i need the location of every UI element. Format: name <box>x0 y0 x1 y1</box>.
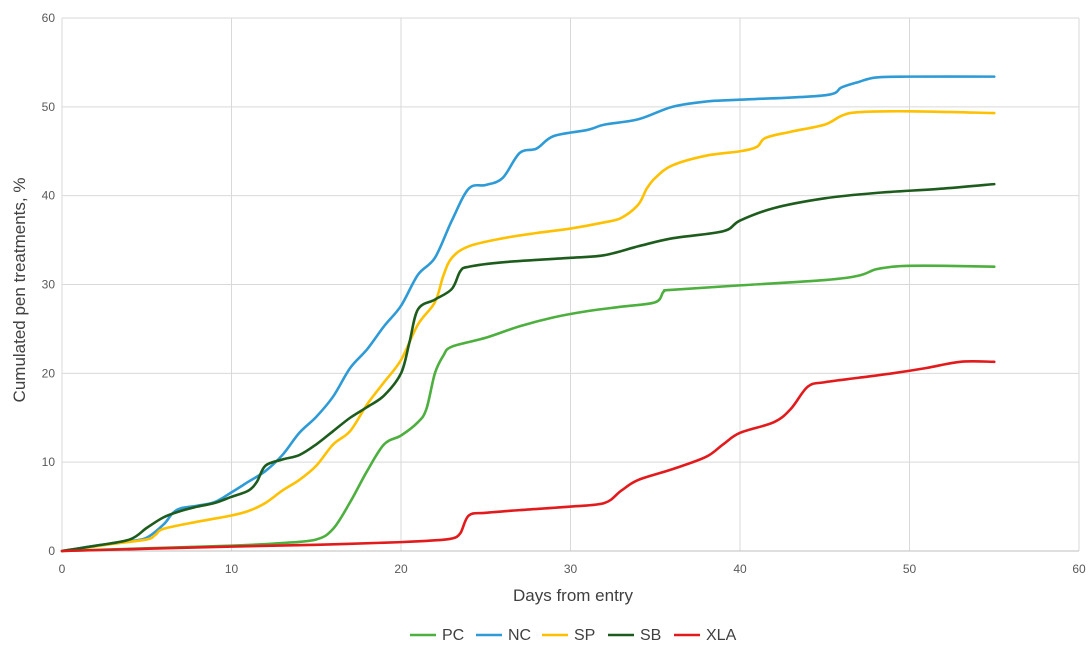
y-tick-label: 30 <box>42 278 56 292</box>
y-tick-label: 20 <box>42 366 56 380</box>
x-tick-label: 40 <box>733 562 747 576</box>
legend-label-nc: NC <box>508 627 531 644</box>
series-line-sp <box>60 109 996 553</box>
series-line-nc <box>60 75 996 553</box>
legend: PC NC SP SB XLA <box>410 627 737 644</box>
x-tick-label: 50 <box>903 562 917 576</box>
y-tick-label: 50 <box>42 100 56 114</box>
x-tick-label: 10 <box>225 562 239 576</box>
series-lines <box>60 75 996 553</box>
series-line-sb <box>60 182 996 553</box>
x-axis-title: Days from entry <box>513 586 633 605</box>
y-axis-title: Cumulated pen treatments, % <box>10 178 29 403</box>
tick-labels: 0 10 20 30 40 50 60 0 10 20 30 40 50 60 <box>42 11 1086 576</box>
x-tick-label: 30 <box>564 562 578 576</box>
legend-label-xla: XLA <box>706 627 737 644</box>
gridlines <box>62 17 1080 551</box>
legend-label-sp: SP <box>574 627 595 644</box>
y-tick-label: 0 <box>48 544 55 558</box>
x-tick-label: 60 <box>1072 562 1086 576</box>
y-tick-label: 40 <box>42 189 56 203</box>
legend-label-pc: PC <box>442 627 464 644</box>
axes <box>61 18 1079 552</box>
legend-label-sb: SB <box>640 627 661 644</box>
y-tick-label: 10 <box>42 455 56 469</box>
series-line-pc <box>60 264 996 553</box>
x-tick-label: 20 <box>394 562 408 576</box>
series-line-xla <box>60 360 996 553</box>
y-tick-label: 60 <box>42 11 56 25</box>
x-tick-label: 0 <box>59 562 66 576</box>
